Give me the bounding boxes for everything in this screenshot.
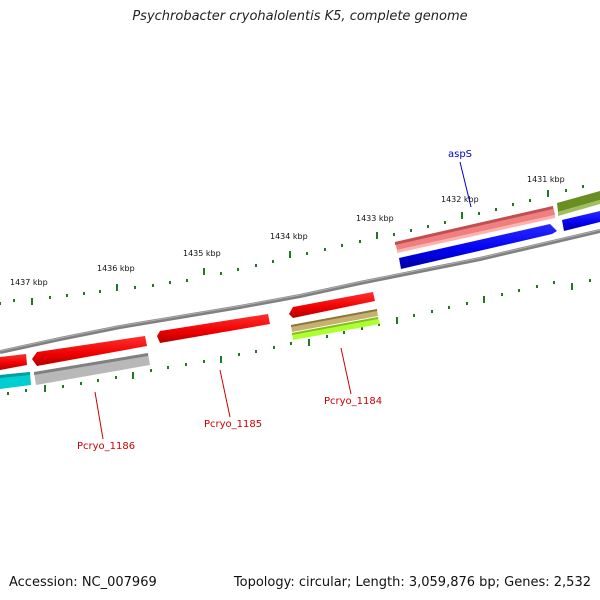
accession-text: Accession: NC_007969	[9, 575, 157, 590]
kbp-label-1433: 1433 kbp	[356, 214, 394, 223]
genome-backbone-highlight	[0, 229, 600, 352]
gene-aspS[interactable]	[399, 224, 557, 269]
kbp-label-1437: 1437 kbp	[10, 278, 48, 287]
gene-label-Pcryo_1184[interactable]: Pcryo_1184	[324, 396, 382, 407]
kbp-label-1434: 1434 kbp	[270, 232, 308, 241]
gene-Pcryo_1185[interactable]	[157, 314, 270, 343]
genome-backbone	[0, 229, 600, 354]
gene-khaki[interactable]	[291, 309, 378, 332]
genome-summary-text: Topology: circular; Length: 3,059,876 bp…	[233, 575, 591, 590]
map-title: Psychrobacter cryohalolentis K5, complet…	[132, 9, 468, 24]
kbp-label-1436: 1436 kbp	[97, 264, 135, 273]
gene-Pcryo_1184[interactable]	[289, 292, 375, 318]
gene-pink[interactable]	[395, 206, 555, 253]
tick-ring-lower	[7, 279, 591, 395]
gene-red-left[interactable]	[0, 354, 27, 370]
gene-grey[interactable]	[34, 353, 150, 385]
leader-aspS	[459, 161, 472, 208]
gene-blue-right[interactable]	[562, 211, 600, 231]
leader-Pcryo_1184	[340, 347, 352, 395]
gene-cyan[interactable]	[0, 372, 31, 389]
gene-olive[interactable]	[557, 191, 600, 216]
gene-label-aspS[interactable]: aspS	[448, 149, 472, 160]
kbp-label-1432: 1432 kbp	[441, 195, 479, 204]
kbp-label-1431: 1431 kbp	[527, 175, 565, 184]
leader-Pcryo_1186	[94, 391, 104, 440]
tick-ring-upper	[0, 185, 584, 305]
gene-label-Pcryo_1186[interactable]: Pcryo_1186	[77, 441, 135, 452]
gene-lime[interactable]	[292, 317, 380, 340]
gene-Pcryo_1186[interactable]	[32, 336, 147, 366]
gene-label-Pcryo_1185[interactable]: Pcryo_1185	[204, 419, 262, 430]
kbp-label-1435: 1435 kbp	[183, 249, 221, 258]
leader-Pcryo_1185	[219, 369, 231, 418]
